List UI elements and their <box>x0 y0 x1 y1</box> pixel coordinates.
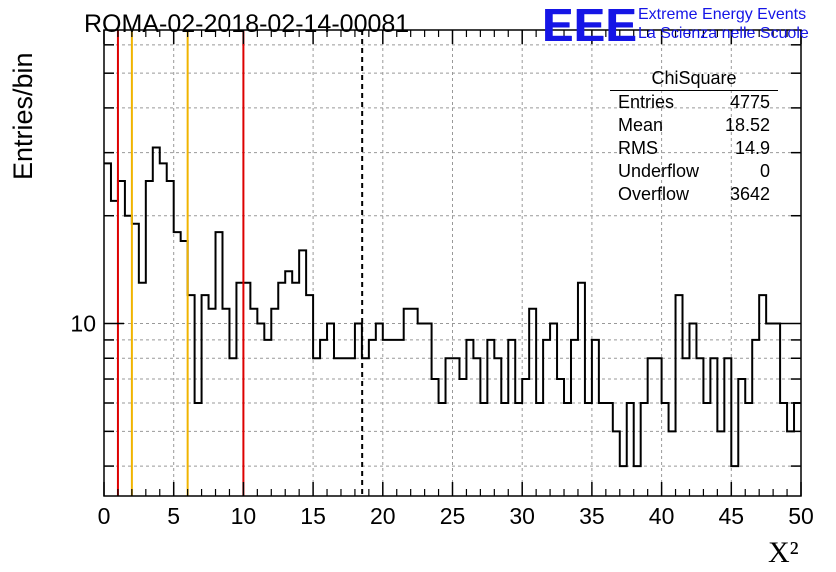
x-tick-label: 50 <box>788 503 814 529</box>
x-axis-label: X² <box>768 536 799 569</box>
x-tick-label: 25 <box>440 503 466 529</box>
stats-label: Underflow <box>618 161 700 181</box>
stats-label: Overflow <box>618 184 690 204</box>
stats-row-entries: Entries 4775 <box>610 91 778 114</box>
stats-value: 0 <box>759 161 770 181</box>
x-tick-label: 0 <box>98 503 111 529</box>
logo-mark: EEE <box>542 0 638 51</box>
stats-row-overflow: Overflow 3642 <box>610 183 778 206</box>
stats-value: 14.9 <box>734 138 770 158</box>
stats-row-underflow: Underflow 0 <box>610 160 778 183</box>
x-tick-label: 20 <box>370 503 396 529</box>
stats-value: 18.52 <box>724 115 770 135</box>
y-axis-label: Entries/bin <box>8 52 38 180</box>
stats-row-mean: Mean 18.52 <box>610 114 778 137</box>
x-tick-label: 40 <box>649 503 675 529</box>
x-tick-label: 35 <box>579 503 605 529</box>
axes: 0 5 10 15 20 25 30 35 40 45 50 10 <box>70 29 814 529</box>
x-tick-label: 30 <box>509 503 535 529</box>
histogram-bins <box>104 146 801 468</box>
x-tick-label: 5 <box>167 503 180 529</box>
stats-row-rms: RMS 14.9 <box>610 137 778 160</box>
reference-lines <box>116 30 364 496</box>
chart-title: ROMA-02-2018-02-14-00081 <box>84 10 410 38</box>
stats-label: Mean <box>618 115 664 135</box>
stats-label: RMS <box>618 138 658 158</box>
stats-box: ChiSquare Entries 4775 Mean 18.52 RMS 14… <box>610 66 778 206</box>
stats-label: Entries <box>618 92 675 112</box>
stats-value: 4775 <box>729 92 770 112</box>
x-tick-label: 10 <box>231 503 257 529</box>
stats-value: 3642 <box>729 184 770 204</box>
y-tick-label: 10 <box>70 311 96 337</box>
eee-logo: EEE Extreme Energy Events La Scienza nel… <box>542 0 809 51</box>
logo-line-1: Extreme Energy Events <box>638 6 807 23</box>
x-tick-label: 45 <box>719 503 745 529</box>
logo-line-2: La Scienza nelle Scuole <box>638 25 809 42</box>
histogram-outline <box>104 146 801 468</box>
stats-title: ChiSquare <box>610 66 778 91</box>
x-tick-label: 15 <box>300 503 326 529</box>
